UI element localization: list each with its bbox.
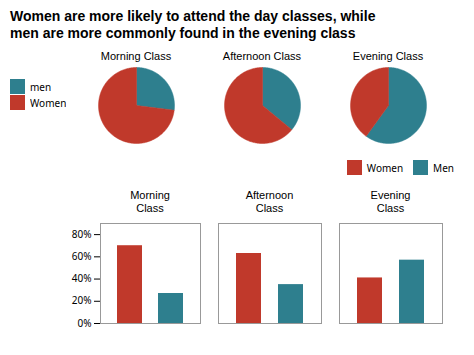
svg-text:0%: 0%	[77, 316, 91, 327]
html-text:Afternoon Class: Afternoon Class	[245, 189, 294, 214]
html-text:Women: Women	[30, 95, 67, 110]
html-text:Women: Women	[366, 160, 404, 175]
html-text:Evening Class: Evening Class	[370, 189, 411, 214]
html-text:Men: Men	[433, 160, 454, 175]
html-text:Morning Class: Morning Class	[100, 50, 172, 62]
html-text:Evening Class: Evening Class	[352, 50, 424, 62]
html-text:Morning Class: Morning Class	[130, 189, 170, 214]
svg-text:60%: 60%	[72, 249, 92, 263]
html-text:Women are more likely to atten: Women are more likely to attend the day …	[10, 8, 376, 41]
html-text:Afternoon Class: Afternoon Class	[222, 50, 302, 62]
svg-text:80%: 80%	[72, 227, 92, 241]
svg-text:20%: 20%	[72, 293, 92, 307]
svg-text:40%: 40%	[72, 271, 92, 285]
html-text:men: men	[30, 79, 52, 94]
